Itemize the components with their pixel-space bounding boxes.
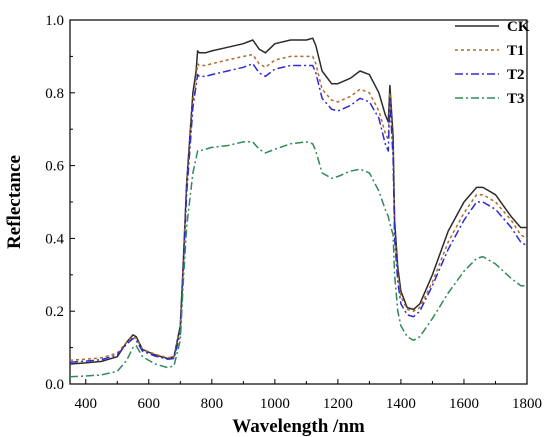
- x-tick-label: 600: [138, 396, 161, 412]
- legend-label-t1: T1: [507, 43, 525, 59]
- legend-label-t3: T3: [507, 91, 525, 107]
- x-tick-label: 1600: [449, 396, 479, 412]
- y-axis-title: Reflectance: [4, 155, 25, 249]
- x-axis-title: Wavelength /nm: [232, 416, 365, 437]
- y-tick-label: 0.2: [45, 304, 64, 320]
- y-tick-label: 0.4: [45, 231, 64, 247]
- y-tick-label: 0.6: [45, 159, 64, 175]
- legend-label-t2: T2: [507, 67, 525, 83]
- x-tick-label: 1800: [512, 396, 542, 412]
- series-group: [69, 37, 528, 378]
- series-line-t1: [69, 53, 528, 362]
- series-line-ck: [69, 37, 527, 365]
- legend-label-ck: CK: [507, 19, 530, 35]
- axes: 400 600 800 1000 1200 1400 1600 1800 0.0 0.2 0.4 0.…: [45, 13, 542, 412]
- series-line-t3: [69, 141, 527, 378]
- x-tick-label: 1000: [260, 396, 290, 412]
- x-tick-label: 400: [75, 396, 98, 412]
- y-tick-label: 0.0: [45, 377, 64, 393]
- legend: CK T1 T2 T3: [455, 19, 530, 107]
- y-tick-label: 0.8: [45, 86, 64, 102]
- x-tick-label: 800: [201, 396, 224, 412]
- y-tick-label: 1.0: [45, 13, 64, 29]
- x-tick-label: 1400: [386, 396, 416, 412]
- series-line-t2: [69, 62, 528, 363]
- x-tick-label: 1200: [323, 396, 353, 412]
